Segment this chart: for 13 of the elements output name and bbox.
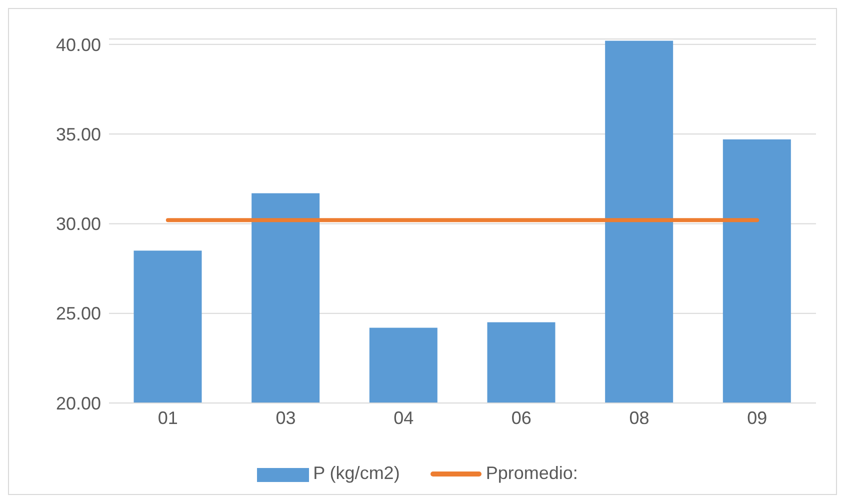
x-tick-label: 08 xyxy=(629,408,650,428)
y-tick-label: 20.00 xyxy=(56,393,101,414)
y-tick-label: 25.00 xyxy=(56,304,101,324)
y-tick-label: 35.00 xyxy=(56,124,101,144)
x-tick-label: 03 xyxy=(276,408,296,428)
x-tick-label: 06 xyxy=(511,408,532,428)
y-tick-label: 40.00 xyxy=(56,34,101,55)
x-tick-label: 04 xyxy=(394,408,414,428)
x-tick-label: 09 xyxy=(747,408,768,428)
legend-label: Ppromedio: xyxy=(486,463,578,484)
legend-label: P (kg/cm2) xyxy=(313,463,400,484)
y-tick-label: 30.00 xyxy=(56,214,101,234)
x-tick-label: 01 xyxy=(158,408,178,428)
